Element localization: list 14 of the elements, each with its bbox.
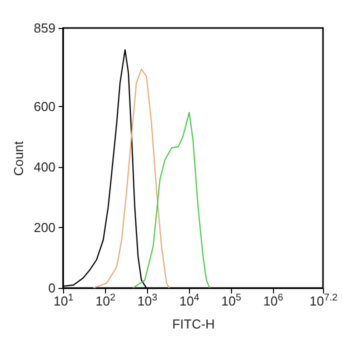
y-tick-label: 859	[34, 20, 56, 36]
y-tick-label: 600	[34, 98, 56, 114]
x-axis-title: FITC-H	[172, 316, 215, 332]
y-tick-label: 0	[48, 280, 56, 296]
x-tick-label: 10$^{3}$	[137, 292, 158, 308]
y-axis-title: Count	[10, 140, 26, 176]
x-tick-label: 10$^{5}$	[221, 292, 242, 308]
x-tick-label: 10$^{7.2}$	[309, 292, 338, 308]
x-tick-label: 10$^{4}$	[179, 292, 200, 308]
x-tick-label: 10$^{2}$	[95, 292, 116, 308]
x-tick-label: 10$^{1}$	[54, 292, 74, 308]
y-tick-label: 400	[34, 159, 56, 174]
x-tick-label: 10$^{6}$	[263, 292, 284, 308]
y-tick-label: 200	[34, 220, 56, 235]
